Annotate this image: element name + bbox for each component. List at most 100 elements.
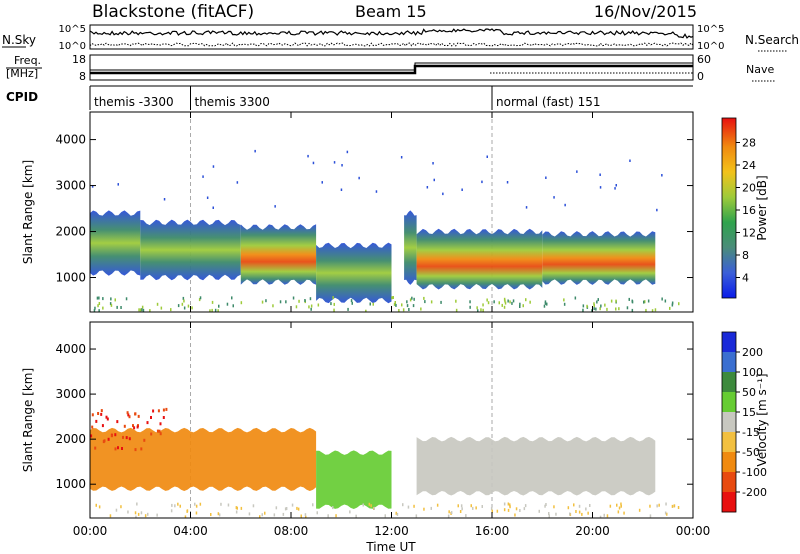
power-ground-scatter — [628, 297, 630, 301]
velocity-ground-scatter — [606, 514, 609, 518]
velocity-fast-echo — [117, 446, 119, 450]
power-colorbar-label: Power [dB] — [755, 175, 769, 240]
power-ground-scatter — [469, 300, 471, 304]
velocity-ground-scatter — [335, 514, 337, 518]
velocity-ground-scatter — [620, 502, 622, 506]
velocity-ground-scatter — [98, 505, 101, 509]
power-ground-scatter — [563, 302, 566, 306]
velocity-ground-scatter — [349, 510, 351, 514]
velocity-ground-scatter — [649, 504, 651, 508]
velocity-fast-echo — [165, 407, 168, 411]
power-ground-scatter — [615, 307, 617, 311]
power-sparse-echo — [481, 180, 483, 184]
velocity-ground-scatter — [402, 503, 404, 507]
power-scatter-area — [90, 149, 680, 312]
power-sparse-echo — [426, 186, 429, 189]
velocity-ground-scatter — [609, 504, 612, 508]
power-ground-scatter — [310, 307, 312, 311]
power-ground-scatter — [511, 301, 513, 305]
power-ground-scatter — [631, 308, 634, 312]
velocity-fast-echo — [134, 448, 137, 452]
velocity-ground-scatter — [503, 502, 506, 506]
velocity-fast-echo — [100, 412, 103, 416]
velocity-ground-scatter — [312, 503, 314, 507]
power-ground-scatter — [272, 304, 274, 308]
velocity-ground-scatter — [415, 514, 418, 518]
power-ground-scatter — [563, 298, 565, 302]
power-echo-band — [140, 219, 241, 281]
power-sparse-echo — [254, 149, 256, 153]
power-sparse-echo — [346, 150, 349, 154]
velocity-ground-scatter — [316, 511, 318, 515]
power-ground-scatter — [292, 296, 295, 300]
power-ground-scatter — [94, 306, 96, 310]
velocity-fast-echo — [110, 434, 113, 438]
velocity-ground-scatter — [179, 504, 181, 508]
velocity-ground-scatter — [578, 510, 581, 514]
power-ground-scatter — [309, 297, 312, 301]
power-colorbar-ticks: 4 8 12 16 20 24 28 — [736, 137, 756, 285]
x-tick-label: 20:00 — [575, 524, 610, 538]
velocity-fast-echo — [123, 424, 126, 428]
y-tick-label: 3000 — [55, 179, 86, 193]
power-ground-scatter — [504, 301, 507, 305]
power-ground-scatter — [183, 306, 186, 310]
power-ground-scatter — [170, 308, 172, 312]
velocity-ground-scatter — [581, 512, 583, 516]
power-sparse-echo — [236, 181, 239, 184]
velocity-cb-label: -15 — [742, 426, 760, 439]
velocity-fast-echo — [105, 415, 108, 419]
power-ground-scatter — [391, 296, 393, 300]
power-ground-scatter — [440, 300, 442, 304]
power-cb-label: 24 — [742, 159, 756, 172]
power-ground-scatter — [199, 296, 202, 300]
power-sparse-echo — [307, 154, 309, 158]
velocity-fast-echo — [91, 413, 94, 417]
velocity-ground-scatter — [248, 512, 251, 516]
velocity-cb-block — [722, 432, 736, 453]
power-ground-scatter — [600, 304, 602, 308]
power-ground-scatter — [333, 302, 335, 306]
power-sparse-echo — [274, 205, 276, 208]
velocity-ground-scatter — [282, 512, 285, 516]
power-ground-scatter — [217, 309, 219, 312]
velocity-ground-scatter — [515, 507, 518, 511]
x-tick-label: 00:00 — [676, 524, 711, 538]
velocity-cb-label: -100 — [742, 466, 767, 479]
power-ground-scatter — [125, 297, 128, 301]
velocity-ground-scatter — [195, 511, 198, 515]
power-ground-scatter — [183, 299, 185, 303]
power-ground-scatter — [669, 306, 671, 310]
velocity-ground-scatter — [115, 508, 118, 512]
power-ground-scatter — [519, 302, 521, 306]
power-ground-scatter — [455, 299, 457, 303]
power-sparse-echo — [212, 206, 214, 209]
velocity-ground-scatter — [578, 504, 581, 508]
power-ground-scatter — [198, 298, 201, 302]
power-ground-scatter — [365, 309, 367, 312]
velocity-ground-scatter — [368, 502, 371, 506]
power-ground-scatter — [295, 305, 298, 309]
power-ground-scatter — [98, 302, 101, 305]
power-ground-scatter — [661, 297, 663, 301]
velocity-ground-scatter — [548, 514, 550, 518]
power-ground-scatter — [543, 304, 546, 308]
velocity-ground-scatter — [481, 505, 483, 508]
power-ground-scatter — [279, 300, 282, 304]
velocity-scatter-area — [90, 407, 680, 518]
velocity-echo-band — [416, 436, 656, 496]
velocity-ground-scatter — [603, 513, 605, 517]
velocity-ground-scatter — [555, 512, 557, 516]
power-ground-scatter — [597, 298, 599, 302]
velocity-fast-echo — [162, 416, 165, 419]
velocity-ground-scatter — [673, 504, 676, 508]
power-ground-scatter — [595, 307, 597, 311]
velocity-ground-scatter — [332, 506, 334, 510]
power-sparse-echo — [375, 190, 378, 193]
power-ground-scatter — [347, 307, 349, 311]
power-ground-scatter — [509, 300, 511, 304]
velocity-ground-scatter — [523, 507, 526, 511]
velocity-ground-scatter — [656, 504, 658, 508]
velocity-ground-scatter — [396, 512, 399, 516]
velocity-ground-scatter — [514, 513, 516, 517]
